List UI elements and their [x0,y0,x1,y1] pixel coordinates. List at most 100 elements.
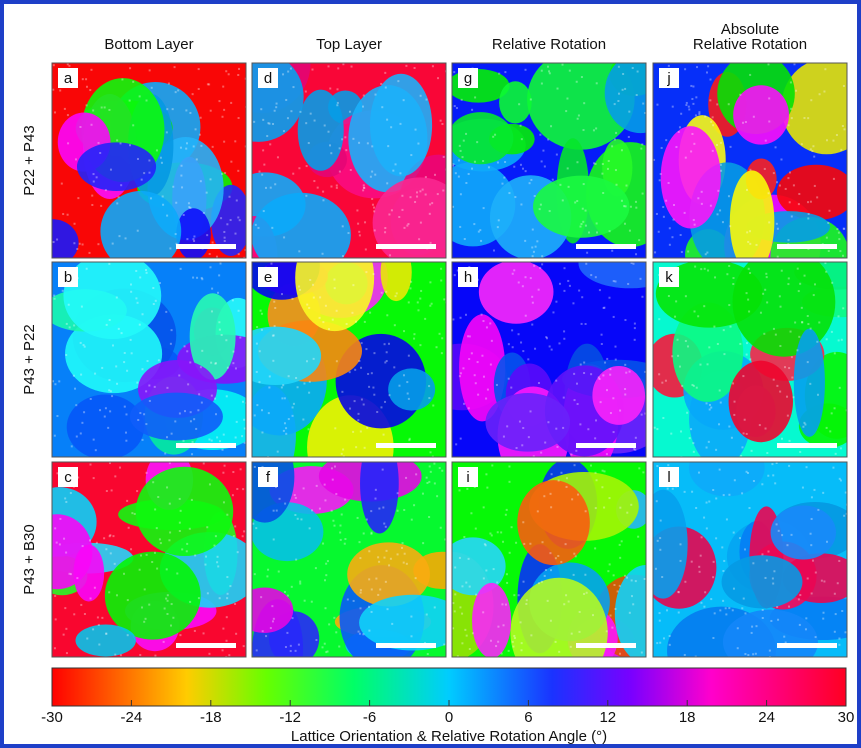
speckle [595,507,597,509]
speckle [386,182,388,184]
speckle [333,279,335,281]
speckle [184,345,186,347]
speckle [108,591,110,593]
speckle [773,379,775,381]
speckle [139,569,141,571]
speckle [96,542,98,544]
speckle [259,350,261,352]
speckle [105,633,107,635]
speckle [826,237,828,239]
speckle [93,173,95,175]
speckle [748,310,750,312]
speckle [203,632,205,634]
speckle [503,436,505,438]
speckle [422,542,424,544]
speckle [791,356,793,358]
speckle [726,273,728,275]
speckle [493,568,495,570]
speckle [299,581,301,583]
speckle [743,598,745,600]
speckle [699,571,701,573]
speckle [728,265,730,267]
speckle [425,194,427,196]
speckle [427,653,429,655]
speckle [165,598,167,600]
speckle [710,598,712,600]
speckle [409,287,411,289]
speckle [219,329,221,331]
speckle [501,183,503,185]
speckle [813,489,815,491]
speckle [631,595,633,597]
speckle [137,230,139,232]
grain [63,252,161,339]
speckle [66,652,68,654]
speckle [707,65,709,67]
speckle [637,71,639,73]
speckle [695,507,697,509]
speckle [383,523,385,525]
speckle [599,289,601,291]
speckle [796,349,798,351]
speckle [807,315,809,317]
speckle [804,275,806,277]
speckle [533,251,535,253]
speckle [731,437,733,439]
speckle [777,228,779,230]
speckle [718,423,720,425]
speckle [415,129,417,131]
speckle [665,380,667,382]
speckle [194,554,196,556]
speckle [704,591,706,593]
speckle [384,343,386,345]
speckle [336,187,338,189]
speckle [469,335,471,337]
speckle [619,507,621,509]
speckle [703,517,705,519]
speckle [142,313,144,315]
speckle [378,561,380,563]
speckle [300,518,302,520]
speckle [508,378,510,380]
speckle [166,131,168,133]
speckle [157,496,159,498]
speckle [698,472,700,474]
speckle [285,646,287,648]
speckle [384,227,386,229]
speckle [114,563,116,565]
speckle [627,283,629,285]
speckle [503,177,505,179]
speckle [433,463,435,465]
speckle [357,223,359,225]
speckle [341,391,343,393]
speckle [749,230,751,232]
speckle [540,452,542,454]
speckle [563,290,565,292]
speckle [637,536,639,538]
speckle [352,284,354,286]
speckle [237,216,239,218]
speckle [332,520,334,522]
speckle [518,333,520,335]
speckle [109,410,111,412]
speckle [595,472,597,474]
speckle [570,453,572,455]
speckle [230,161,232,163]
speckle [417,309,419,311]
speckle [291,298,293,300]
speckle [544,442,546,444]
speckle [673,219,675,221]
speckle [363,94,365,96]
speckle [494,134,496,136]
speckle [708,441,710,443]
speckle [606,358,608,360]
speckle [364,321,366,323]
speckle [613,280,615,282]
speckle [544,165,546,167]
speckle [118,196,120,198]
speckle [178,374,180,376]
speckle [558,651,560,653]
speckle [712,150,714,152]
speckle [772,577,774,579]
speckle [839,387,841,389]
